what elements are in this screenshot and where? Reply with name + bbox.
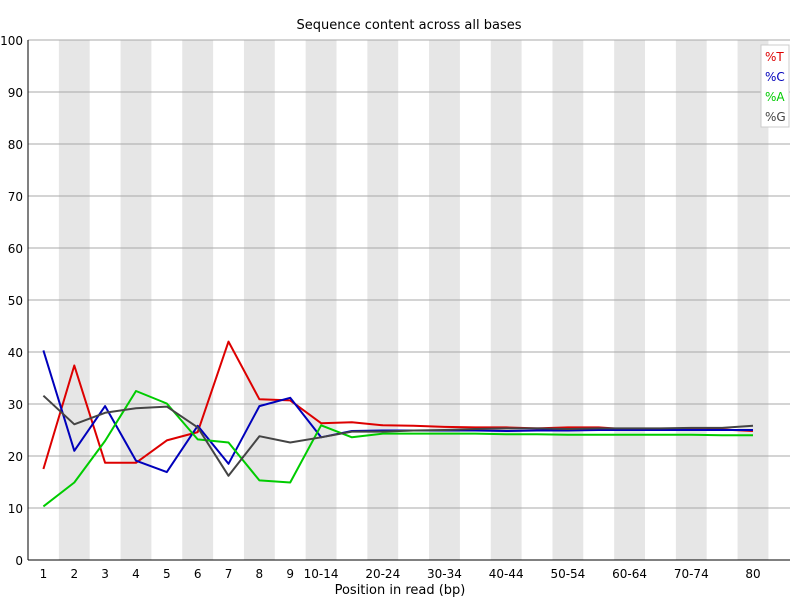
x-tick-label: 5 (163, 567, 171, 581)
y-tick-label: 40 (8, 346, 23, 360)
x-tick-label: 6 (194, 567, 202, 581)
x-tick-label: 7 (225, 567, 233, 581)
y-tick-labels: 0 10 20 30 40 50 60 70 80 90 100 (0, 34, 23, 568)
series-lines (42, 340, 754, 508)
legend-entry: %C (765, 70, 785, 84)
x-tick-label: 3 (101, 567, 109, 581)
x-tick-label: 70-74 (674, 567, 709, 581)
y-tick-label: 70 (8, 190, 23, 204)
y-tick-label: 20 (8, 450, 23, 464)
x-tick-labels: 1 2 3 4 5 6 7 8 9 10-14 20-24 30-34 40-44 50-54 60-64 7… (40, 567, 761, 581)
x-tick-label: 40-44 (489, 567, 524, 581)
chart-title: Sequence content across all bases (296, 18, 521, 33)
y-tick-label: 60 (8, 242, 23, 256)
axes (27, 40, 790, 561)
x-tick-label: 10-14 (304, 567, 339, 581)
legend: %T %C %A %G (760, 44, 790, 128)
y-tick-label: 10 (8, 502, 23, 516)
y-tick-label: 50 (8, 294, 23, 308)
legend-entry: %G (765, 110, 786, 124)
x-tick-label: 9 (286, 567, 294, 581)
y-tick-label: 80 (8, 138, 23, 152)
x-tick-label: 20-24 (365, 567, 400, 581)
legend-box (760, 44, 790, 128)
x-tick-label: 4 (132, 567, 140, 581)
x-tick-label: 8 (256, 567, 264, 581)
x-tick-label: 80 (745, 567, 760, 581)
series-line-pct-a (42, 390, 753, 508)
x-tick-label: 2 (70, 567, 78, 581)
x-tick-label: 1 (40, 567, 48, 581)
x-axis-label: Position in read (bp) (335, 583, 466, 598)
y-tick-label: 30 (8, 398, 23, 412)
x-tick-label: 60-64 (612, 567, 647, 581)
series-line-pct-g (42, 394, 754, 477)
grid-lines (28, 39, 790, 509)
legend-entry: %T (765, 50, 784, 64)
y-tick-label: 0 (15, 554, 23, 568)
legend-entry: %A (765, 90, 785, 104)
y-tick-label: 100 (0, 34, 23, 48)
y-tick-label: 90 (8, 86, 23, 100)
x-tick-label: 30-34 (427, 567, 462, 581)
x-tick-label: 50-54 (550, 567, 585, 581)
